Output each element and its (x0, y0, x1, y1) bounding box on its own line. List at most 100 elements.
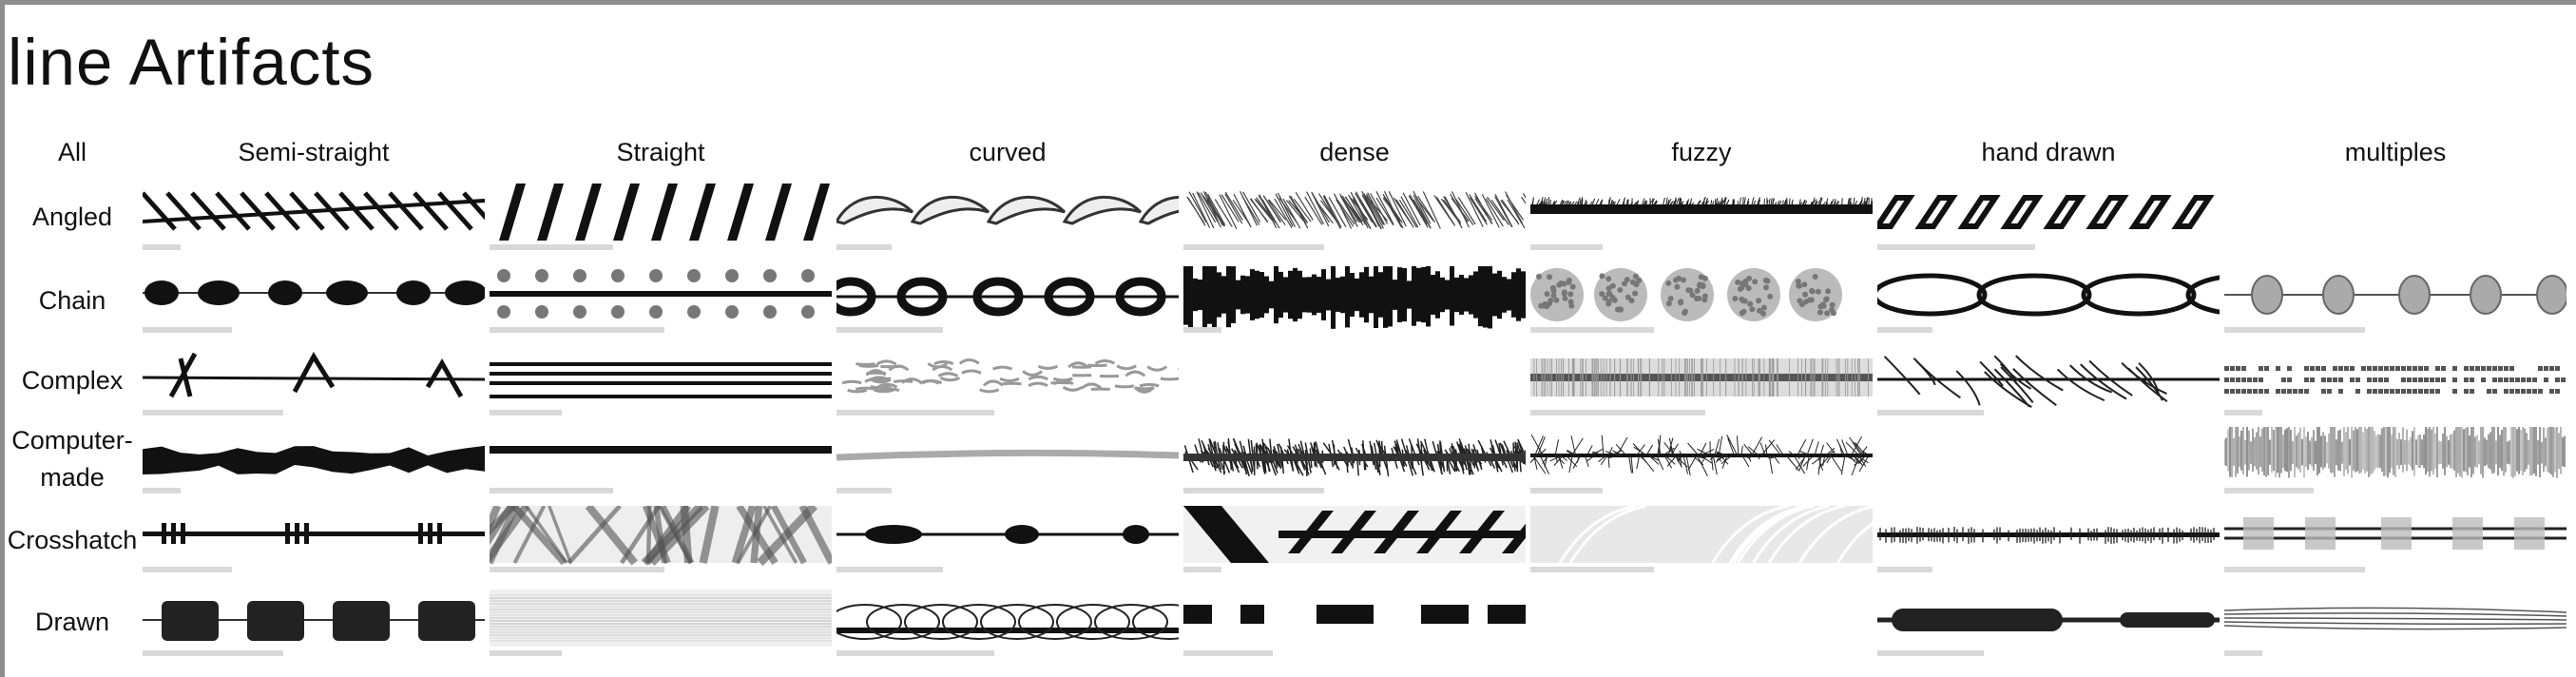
thumbnail-crosshatch-hand-drawn[interactable] (1877, 506, 2220, 574)
thumbnail-drawn-straight[interactable] (490, 590, 832, 658)
line-sample (1530, 196, 1873, 250)
line-sample (2224, 275, 2566, 333)
line-sample (143, 280, 485, 333)
column-header-semi-straight[interactable]: Semi-straight (238, 137, 390, 166)
row-label-chain[interactable]: Chain (38, 286, 106, 316)
thumbnail-chain-semi-straight[interactable] (143, 266, 485, 335)
line-sample (490, 362, 832, 416)
line-sample (143, 523, 485, 572)
line-sample (1183, 506, 1526, 572)
caption-placeholder (1530, 327, 1654, 333)
line-sample (490, 446, 832, 493)
row-label-complex[interactable]: Complex (21, 366, 124, 396)
thumbnail-chain-curved[interactable] (836, 266, 1179, 335)
thumbnail-crosshatch-curved[interactable] (836, 506, 1179, 574)
column-header-fuzzy[interactable]: fuzzy (1671, 137, 1732, 166)
thumbnail-complex-fuzzy[interactable] (1530, 349, 1873, 417)
caption-placeholder (2224, 410, 2262, 416)
thumbnail-angled-straight[interactable] (490, 184, 832, 252)
row-label-drawn[interactable]: Drawn (34, 608, 110, 637)
column-header-straight[interactable]: Straight (616, 137, 705, 166)
thumbnail-computer-made-multiples[interactable] (2224, 427, 2566, 495)
row-label-computer-made[interactable]: Computer-made (8, 422, 137, 496)
caption-placeholder (143, 410, 283, 416)
thumbnail-computer-made-semi-straight[interactable] (143, 427, 485, 495)
thumbnail-drawn-semi-straight[interactable] (143, 590, 485, 658)
caption-placeholder (2224, 567, 2365, 572)
thumbnail-complex-straight[interactable] (490, 349, 832, 417)
thumbnail-crosshatch-fuzzy[interactable] (1530, 506, 1873, 574)
thumbnail-angled-curved[interactable] (836, 184, 1179, 252)
line-sample (1877, 355, 2220, 416)
thumbnail-computer-made-dense[interactable] (1183, 427, 1526, 495)
line-sample (1183, 605, 1526, 656)
thumbnail-chain-hand-drawn[interactable] (1877, 266, 2220, 335)
thumbnail-chain-fuzzy[interactable] (1530, 266, 1873, 335)
line-sample (1530, 268, 1842, 333)
thumbnail-crosshatch-straight[interactable] (490, 506, 832, 574)
line-sample (1530, 358, 1873, 416)
row-label-angled[interactable]: Angled (31, 203, 113, 232)
caption-placeholder (836, 567, 943, 572)
thumbnail-computer-made-curved[interactable] (836, 427, 1179, 495)
caption-placeholder (1530, 488, 1603, 493)
caption-placeholder (1183, 650, 1273, 656)
thumbnail-drawn-multiples[interactable] (2224, 590, 2566, 658)
column-header-dense[interactable]: dense (1319, 137, 1390, 166)
thumbnail-angled-dense[interactable] (1183, 184, 1526, 252)
column-header-multiples[interactable]: multiples (2344, 137, 2447, 166)
thumbnail-computer-made-straight[interactable] (490, 427, 832, 495)
thumbnail-drawn-hand-drawn[interactable] (1877, 590, 2220, 658)
caption-placeholder (836, 410, 994, 416)
caption-placeholder (1530, 244, 1603, 250)
caption-placeholder (143, 327, 232, 333)
thumbnail-angled-hand-drawn[interactable] (1877, 184, 2220, 252)
line-sample (836, 604, 1179, 656)
thumbnail-drawn-curved[interactable] (836, 590, 1179, 658)
caption-placeholder (836, 488, 892, 493)
thumbnail-computer-made-fuzzy[interactable] (1530, 427, 1873, 495)
line-sample (143, 191, 485, 250)
line-sample (1877, 273, 2220, 333)
thumbnail-chain-dense[interactable] (1183, 266, 1526, 335)
column-header-curved[interactable]: curved (969, 137, 1047, 166)
thumbnail-drawn-dense[interactable] (1183, 590, 1526, 658)
caption-placeholder (1530, 567, 1654, 572)
row-label-line: Computer- (11, 425, 133, 455)
line-sample (1877, 609, 2220, 656)
caption-placeholder (2224, 650, 2262, 656)
line-sample (836, 195, 1179, 250)
thumbnail-complex-hand-drawn[interactable] (1877, 349, 2220, 417)
line-sample (1530, 434, 1873, 493)
all-filter[interactable]: All (57, 137, 87, 166)
caption-placeholder (836, 244, 892, 250)
caption-placeholder (1877, 650, 1984, 656)
thumbnail-crosshatch-multiples[interactable] (2224, 506, 2566, 574)
page-title: line Artifacts (8, 26, 375, 99)
line-sample (490, 506, 832, 572)
thumbnail-angled-fuzzy[interactable] (1530, 184, 1873, 252)
thumbnail-complex-curved[interactable] (836, 349, 1179, 417)
line-sample (2224, 427, 2566, 493)
caption-placeholder (1877, 327, 1932, 333)
caption-placeholder (1877, 410, 1984, 416)
thumbnail-chain-multiples[interactable] (2224, 266, 2566, 335)
caption-placeholder (143, 488, 181, 493)
thumbnail-crosshatch-dense[interactable] (1183, 506, 1526, 574)
line-sample (836, 277, 1179, 333)
thumbnail-crosshatch-semi-straight[interactable] (143, 506, 485, 574)
line-sample (143, 445, 485, 493)
thumbnail-complex-multiples[interactable] (2224, 349, 2566, 417)
thumbnail-angled-semi-straight[interactable] (143, 184, 485, 252)
caption-placeholder (490, 650, 562, 656)
row-label-crosshatch[interactable]: Crosshatch (7, 526, 138, 555)
row-label-line: made (40, 463, 105, 492)
line-sample (490, 184, 830, 250)
thumbnail-complex-semi-straight[interactable] (143, 349, 485, 417)
line-sample (1183, 266, 1526, 333)
caption-placeholder (490, 244, 613, 250)
line-sample (836, 525, 1179, 572)
column-header-hand-drawn[interactable]: hand drawn (1981, 137, 2116, 166)
thumbnail-chain-straight[interactable] (490, 266, 832, 335)
caption-placeholder (1183, 488, 1324, 493)
